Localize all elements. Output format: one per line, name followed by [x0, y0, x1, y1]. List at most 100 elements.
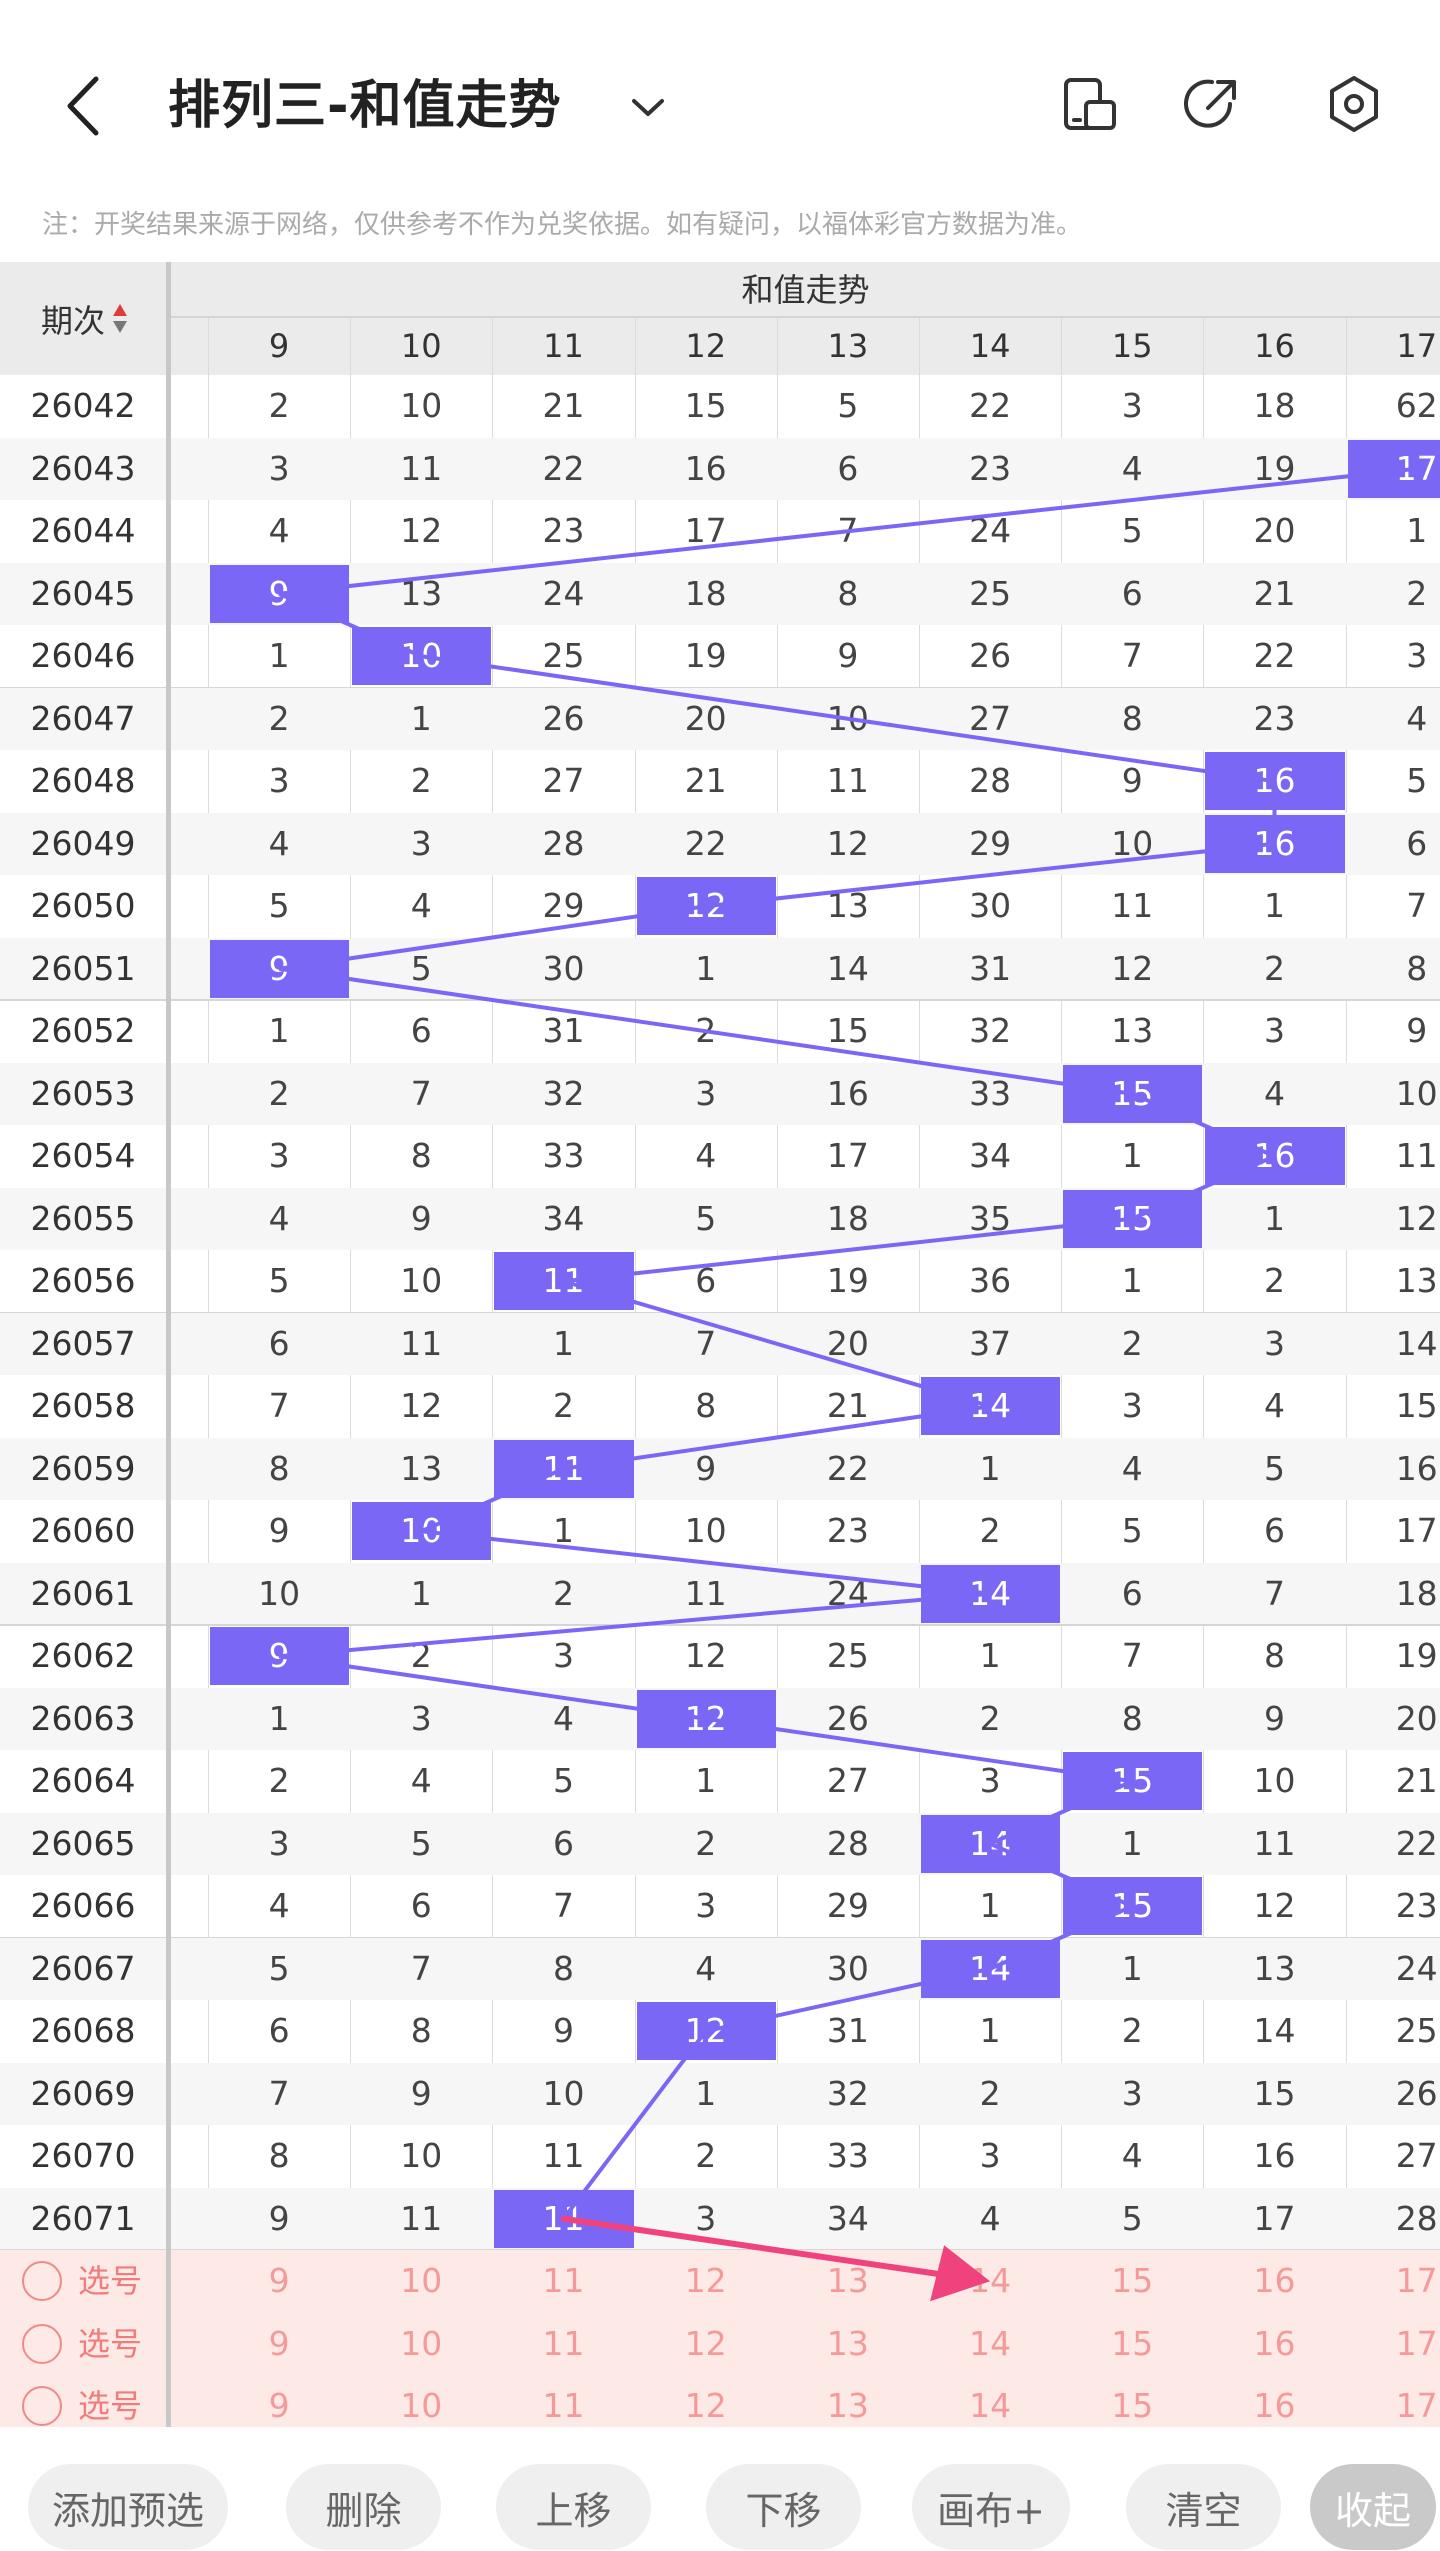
omission-cell[interactable]: 2 — [979, 1511, 1001, 1550]
omission-cell[interactable]: 3 — [1263, 1323, 1285, 1363]
omission-cell[interactable]: 10 — [258, 1573, 301, 1613]
omission-cell[interactable]: 30 — [542, 948, 585, 988]
omission-cell[interactable]: 24 — [1395, 1948, 1438, 1988]
omission-cell[interactable]: 34 — [969, 1136, 1012, 1175]
back-button[interactable] — [52, 66, 112, 146]
omission-cell[interactable]: 8 — [1406, 948, 1428, 988]
omission-cell[interactable]: 9 — [837, 636, 859, 675]
omission-cell[interactable]: 4 — [1263, 1073, 1285, 1113]
omission-cell[interactable]: 3 — [979, 1761, 1001, 1800]
omission-cell[interactable]: 24 — [542, 573, 585, 613]
omission-cell[interactable]: 23 — [1253, 698, 1296, 738]
omission-cell[interactable]: 7 — [1263, 1573, 1285, 1613]
select-number-9[interactable]: 9 — [268, 2323, 290, 2363]
omission-cell[interactable]: 34 — [542, 1198, 585, 1238]
share-button[interactable] — [1170, 62, 1254, 146]
omission-cell[interactable]: 1 — [1121, 1823, 1143, 1863]
omission-cell[interactable]: 15 — [826, 1011, 869, 1050]
omission-cell[interactable]: 4 — [695, 1136, 717, 1175]
omission-cell[interactable]: 21 — [542, 386, 585, 425]
omission-cell[interactable]: 3 — [268, 1136, 290, 1175]
omission-cell[interactable]: 26 — [542, 698, 585, 738]
omission-cell[interactable]: 29 — [542, 886, 585, 925]
omission-cell[interactable]: 1 — [979, 2011, 1001, 2050]
omission-cell[interactable]: 2 — [1121, 2011, 1143, 2050]
omission-cell[interactable]: 1 — [268, 636, 290, 675]
omission-cell[interactable]: 1 — [1121, 1261, 1143, 1300]
omission-cell[interactable]: 17 — [826, 1136, 869, 1175]
omission-cell[interactable]: 10 — [400, 2136, 443, 2175]
omission-cell[interactable]: 8 — [1263, 1636, 1285, 1675]
omission-cell[interactable]: 34 — [826, 2198, 869, 2238]
omission-cell[interactable]: 13 — [1253, 1948, 1296, 1988]
omission-cell[interactable]: 3 — [268, 448, 290, 488]
omission-cell[interactable]: 11 — [684, 1573, 727, 1613]
omission-cell[interactable]: 1 — [268, 1698, 290, 1738]
omission-cell[interactable]: 23 — [969, 448, 1012, 488]
omission-cell[interactable]: 10 — [1253, 1761, 1296, 1800]
omission-cell[interactable]: 37 — [969, 1323, 1012, 1363]
select-radio[interactable] — [22, 2261, 62, 2301]
omission-cell[interactable]: 14 — [826, 948, 869, 988]
select-number-13[interactable]: 13 — [826, 2323, 869, 2363]
omission-cell[interactable]: 15 — [684, 386, 727, 425]
omission-cell[interactable]: 2 — [1406, 573, 1428, 613]
omission-cell[interactable]: 18 — [1395, 1573, 1438, 1613]
omission-cell[interactable]: 7 — [1406, 886, 1428, 925]
omission-cell[interactable]: 22 — [542, 448, 585, 488]
omission-cell[interactable]: 26 — [826, 1698, 869, 1738]
omission-cell[interactable]: 2 — [1121, 1323, 1143, 1363]
omission-cell[interactable]: 9 — [268, 2198, 290, 2238]
omission-cell[interactable]: 21 — [1395, 1761, 1438, 1800]
omission-cell[interactable]: 5 — [1406, 761, 1428, 800]
omission-cell[interactable]: 5 — [268, 886, 290, 925]
omission-cell[interactable]: 19 — [684, 636, 727, 675]
omission-cell[interactable]: 22 — [969, 386, 1012, 425]
omission-cell[interactable]: 32 — [969, 1011, 1012, 1050]
select-number-17[interactable]: 17 — [1395, 2323, 1438, 2363]
omission-cell[interactable]: 23 — [1395, 1886, 1438, 1925]
omission-cell[interactable]: 25 — [969, 573, 1012, 613]
title-dropdown[interactable] — [620, 80, 676, 136]
omission-cell[interactable]: 2 — [552, 1573, 574, 1613]
omission-cell[interactable]: 6 — [410, 1886, 432, 1925]
omission-cell[interactable]: 22 — [1395, 1823, 1438, 1863]
omission-cell[interactable]: 8 — [1121, 1698, 1143, 1738]
select-number-12[interactable]: 12 — [684, 2386, 727, 2425]
move-up-button[interactable]: 上移 — [496, 2464, 651, 2550]
omission-cell[interactable]: 1 — [1263, 886, 1285, 925]
omission-cell[interactable]: 10 — [400, 386, 443, 425]
omission-cell[interactable]: 32 — [826, 2073, 869, 2113]
omission-cell[interactable]: 3 — [410, 1698, 432, 1738]
omission-cell[interactable]: 12 — [400, 1386, 443, 1425]
select-number-14[interactable]: 14 — [969, 2386, 1012, 2425]
omission-cell[interactable]: 9 — [268, 1511, 290, 1550]
omission-cell[interactable]: 11 — [400, 2198, 443, 2238]
omission-cell[interactable]: 33 — [826, 2136, 869, 2175]
omission-cell[interactable]: 11 — [826, 761, 869, 800]
omission-cell[interactable]: 1 — [695, 2073, 717, 2113]
select-number-10[interactable]: 10 — [400, 2261, 443, 2300]
select-number-17[interactable]: 17 — [1395, 2386, 1438, 2425]
omission-cell[interactable]: 11 — [400, 448, 443, 488]
omission-cell[interactable]: 4 — [695, 1948, 717, 1988]
omission-cell[interactable]: 9 — [1121, 761, 1143, 800]
select-number-17[interactable]: 17 — [1395, 2261, 1438, 2300]
omission-cell[interactable]: 3 — [268, 761, 290, 800]
select-number-16[interactable]: 16 — [1253, 2386, 1296, 2425]
omission-cell[interactable]: 4 — [552, 1698, 574, 1738]
omission-cell[interactable]: 26 — [1395, 2073, 1438, 2113]
omission-cell[interactable]: 5 — [695, 1198, 717, 1238]
omission-cell[interactable]: 27 — [1395, 2136, 1438, 2175]
omission-cell[interactable]: 1 — [1121, 1948, 1143, 1988]
omission-cell[interactable]: 7 — [268, 2073, 290, 2113]
omission-cell[interactable]: 4 — [268, 823, 290, 863]
omission-cell[interactable]: 21 — [1253, 573, 1296, 613]
omission-cell[interactable]: 2 — [268, 698, 290, 738]
omission-cell[interactable]: 6 — [268, 1323, 290, 1363]
omission-cell[interactable]: 20 — [1395, 1698, 1438, 1738]
omission-cell[interactable]: 7 — [552, 1886, 574, 1925]
omission-cell[interactable]: 4 — [1406, 698, 1428, 738]
omission-cell[interactable]: 1 — [979, 1886, 1001, 1925]
omission-cell[interactable]: 2 — [1263, 1261, 1285, 1300]
